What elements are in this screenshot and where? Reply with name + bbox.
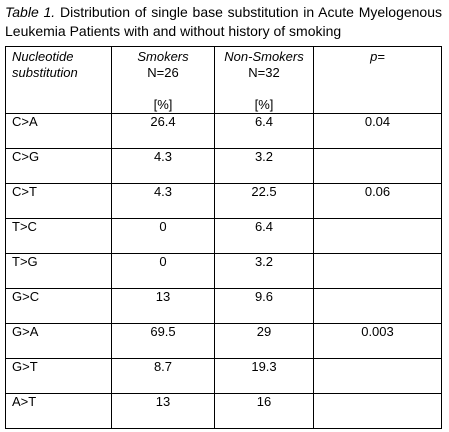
header-non-smokers: Non-Smokers N=32 [%] [214,46,314,114]
non-smokers-value-cell: 3.2 [214,148,314,184]
substitution-cell: A>T [5,393,112,429]
non-smokers-value-cell: 6.4 [214,218,314,254]
header-non-smokers-title: Non-Smokers [224,49,304,64]
table-row: G>A 69.5 29 0.003 [5,323,442,359]
header-nucleotide: Nucleotide substitution [5,46,112,114]
table-row: A>T 13 16 [5,393,442,429]
header-nucleotide-line2: substitution [12,65,78,80]
non-smokers-value-cell: 16 [214,393,314,429]
header-p-value: p= [313,46,442,114]
header-non-smokers-unit: [%] [254,97,274,112]
smokers-value-cell: 69.5 [111,323,215,359]
non-smokers-value-cell: 29 [214,323,314,359]
substitution-cell: T>C [5,218,112,254]
non-smokers-value-cell: 19.3 [214,358,314,394]
p-value-cell: 0.06 [313,183,442,219]
substitution-cell: T>G [5,253,112,289]
header-nucleotide-line1: Nucleotide [12,49,74,64]
header-smokers-title: Smokers [137,49,189,64]
p-value-cell [313,288,442,324]
table-row: T>G 0 3.2 [5,253,442,289]
smokers-value-cell: 13 [111,288,215,324]
table-caption: Table 1. Distribution of single base sub… [5,3,442,41]
caption-label: Table 1. [5,4,56,20]
header-p-title: p= [370,49,385,64]
smokers-value-cell: 26.4 [111,113,215,149]
non-smokers-value-cell: 6.4 [214,113,314,149]
table-row: T>C 0 6.4 [5,218,442,254]
header-row: Nucleotide substitution Smokers N=26 [%]… [5,46,442,114]
smokers-value-cell: 0 [111,253,215,289]
p-value-cell [313,218,442,254]
table-row: G>T 8.7 19.3 [5,358,442,394]
substitution-cell: C>G [5,148,112,184]
substitution-cell: G>C [5,288,112,324]
table-row: C>T 4.3 22.5 0.06 [5,183,442,219]
smokers-value-cell: 4.3 [111,148,215,184]
header-smokers-n: N=26 [147,65,179,80]
p-value-cell [313,393,442,429]
substitution-cell: G>T [5,358,112,394]
p-value-cell: 0.003 [313,323,442,359]
smokers-value-cell: 13 [111,393,215,429]
non-smokers-value-cell: 22.5 [214,183,314,219]
non-smokers-value-cell: 3.2 [214,253,314,289]
table-row: C>A 26.4 6.4 0.04 [5,113,442,149]
smokers-value-cell: 4.3 [111,183,215,219]
header-smokers-unit: [%] [153,97,173,112]
substitution-cell: C>T [5,183,112,219]
header-non-smokers-n: N=32 [248,65,280,80]
caption-text: Distribution of single base substitution… [5,4,443,39]
table-row: G>C 13 9.6 [5,288,442,324]
substitution-table: Nucleotide substitution Smokers N=26 [%]… [5,46,442,429]
table-row: C>G 4.3 3.2 [5,148,442,184]
substitution-cell: C>A [5,113,112,149]
non-smokers-value-cell: 9.6 [214,288,314,324]
header-smokers: Smokers N=26 [%] [111,46,215,114]
smokers-value-cell: 8.7 [111,358,215,394]
smokers-value-cell: 0 [111,218,215,254]
p-value-cell: 0.04 [313,113,442,149]
substitution-cell: G>A [5,323,112,359]
p-value-cell [313,148,442,184]
p-value-cell [313,358,442,394]
p-value-cell [313,253,442,289]
